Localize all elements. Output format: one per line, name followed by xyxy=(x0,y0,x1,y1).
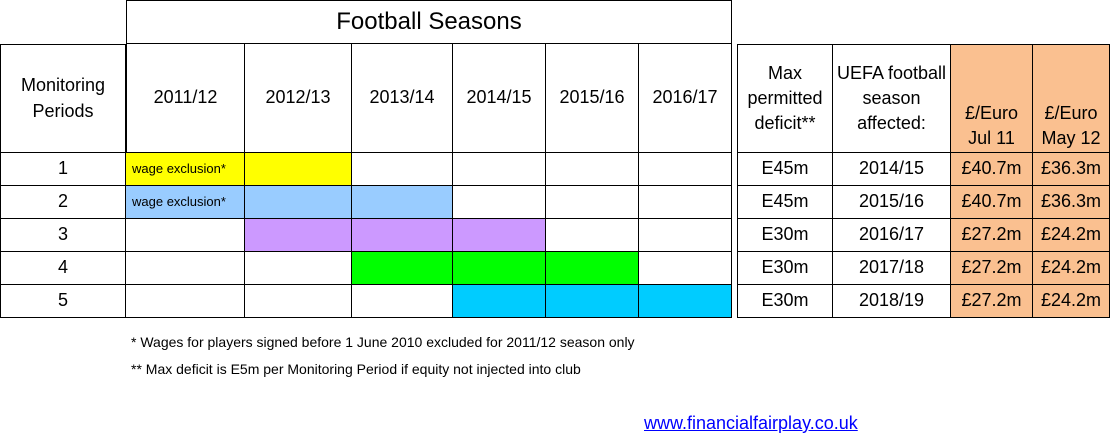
euro-may-value: £24.2m xyxy=(1033,285,1110,318)
header-uefa-season: UEFA football season affected: xyxy=(833,44,951,153)
uefa-season-value: 2018/19 xyxy=(833,285,951,318)
empty-cell xyxy=(546,186,639,219)
max-deficit-value: E30m xyxy=(737,252,833,285)
header-season: 2011/12 xyxy=(126,44,245,153)
euro-jul-value: £40.7m xyxy=(951,186,1033,219)
euro-may-value: £36.3m xyxy=(1033,186,1110,219)
euro-may-value: £24.2m xyxy=(1033,252,1110,285)
wage-exclusion-note: wage exclusion* xyxy=(126,186,245,219)
empty-cell xyxy=(639,186,732,219)
empty-cell xyxy=(546,219,639,252)
empty-cell xyxy=(546,153,639,186)
footnote-max-deficit: ** Max deficit is E5m per Monitoring Per… xyxy=(131,361,581,377)
header-max-deficit: Max permitted deficit** xyxy=(737,44,833,153)
header-season: 2013/14 xyxy=(352,44,453,153)
empty-cell xyxy=(245,252,352,285)
period-bar xyxy=(453,285,546,318)
wage-exclusion-note: wage exclusion* xyxy=(126,153,245,186)
period-bar xyxy=(352,186,453,219)
empty-cell xyxy=(639,252,732,285)
header-euro-jul: £/Euro Jul 11 xyxy=(951,44,1033,153)
max-deficit-value: E30m xyxy=(737,285,833,318)
period-number: 1 xyxy=(0,153,126,186)
period-bar xyxy=(245,219,352,252)
period-bar xyxy=(245,153,352,186)
euro-jul-value: £27.2m xyxy=(951,285,1033,318)
period-number: 2 xyxy=(0,186,126,219)
period-bar xyxy=(352,219,453,252)
table-title: Football Seasons xyxy=(126,0,732,44)
euro-jul-value: £27.2m xyxy=(951,219,1033,252)
period-number: 4 xyxy=(0,252,126,285)
period-bar xyxy=(245,186,352,219)
empty-cell xyxy=(352,153,453,186)
uefa-season-value: 2015/16 xyxy=(833,186,951,219)
header-season: 2016/17 xyxy=(639,44,732,153)
euro-jul-value: £40.7m xyxy=(951,153,1033,186)
period-number: 5 xyxy=(0,285,126,318)
empty-cell xyxy=(126,252,245,285)
footnote-wages: * Wages for players signed before 1 June… xyxy=(131,334,635,350)
header-euro-may: £/Euro May 12 xyxy=(1033,44,1110,153)
header-season: 2012/13 xyxy=(245,44,352,153)
empty-cell xyxy=(352,285,453,318)
period-bar xyxy=(546,285,639,318)
euro-may-value: £24.2m xyxy=(1033,219,1110,252)
max-deficit-value: E30m xyxy=(737,219,833,252)
period-bar xyxy=(639,285,732,318)
period-bar xyxy=(352,252,453,285)
period-bar xyxy=(453,252,546,285)
uefa-season-value: 2014/15 xyxy=(833,153,951,186)
period-bar xyxy=(546,252,639,285)
empty-cell xyxy=(126,285,245,318)
website-link[interactable]: www.financialfairplay.co.uk xyxy=(644,413,858,433)
empty-cell xyxy=(245,285,352,318)
empty-cell xyxy=(639,219,732,252)
euro-may-value: £36.3m xyxy=(1033,153,1110,186)
header-monitoring-periods: Monitoring Periods xyxy=(0,44,126,153)
period-number: 3 xyxy=(0,219,126,252)
uefa-season-value: 2017/18 xyxy=(833,252,951,285)
period-bar xyxy=(453,219,546,252)
empty-cell xyxy=(453,153,546,186)
empty-cell xyxy=(126,219,245,252)
ffp-table: Football Seasons Monitoring Periods 2011… xyxy=(0,0,1110,318)
max-deficit-value: E45m xyxy=(737,186,833,219)
uefa-season-value: 2016/17 xyxy=(833,219,951,252)
max-deficit-value: E45m xyxy=(737,153,833,186)
header-season: 2014/15 xyxy=(453,44,546,153)
empty-cell xyxy=(453,186,546,219)
header-season: 2015/16 xyxy=(546,44,639,153)
empty-cell xyxy=(639,153,732,186)
euro-jul-value: £27.2m xyxy=(951,252,1033,285)
